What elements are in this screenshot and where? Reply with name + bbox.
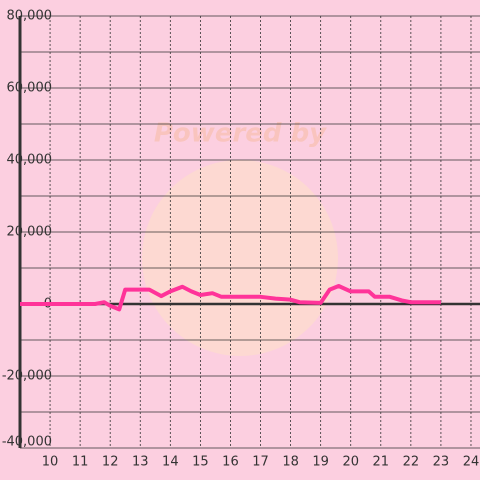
y-tick-label: 20,000 — [7, 225, 53, 240]
y-tick-label: 60,000 — [7, 81, 53, 96]
x-tick-label: 18 — [282, 455, 299, 470]
y-tick-label: 40,000 — [7, 153, 53, 168]
y-tick-label: -20,000 — [2, 369, 52, 384]
x-tick-label: 10 — [42, 455, 59, 470]
watermark: Powered by — [154, 119, 327, 149]
x-tick-label: 21 — [373, 455, 390, 470]
x-tick-label: 14 — [162, 455, 179, 470]
x-tick-label: 16 — [222, 455, 239, 470]
watermark-logo — [142, 160, 338, 356]
x-tick-label: 24 — [463, 455, 480, 470]
x-tick-label: 13 — [132, 455, 149, 470]
x-tick-label: 19 — [312, 455, 329, 470]
x-tick-label: 20 — [342, 455, 359, 470]
y-tick-label: -40,000 — [2, 435, 52, 450]
y-tick-label: 80,000 — [7, 9, 53, 24]
x-tick-label: 23 — [433, 455, 450, 470]
x-tick-label: 15 — [192, 455, 209, 470]
x-tick-label: 17 — [252, 455, 269, 470]
x-tick-label: 11 — [72, 455, 89, 470]
x-tick-label: 12 — [102, 455, 119, 470]
line-series — [20, 284, 441, 312]
x-tick-label: 22 — [403, 455, 420, 470]
